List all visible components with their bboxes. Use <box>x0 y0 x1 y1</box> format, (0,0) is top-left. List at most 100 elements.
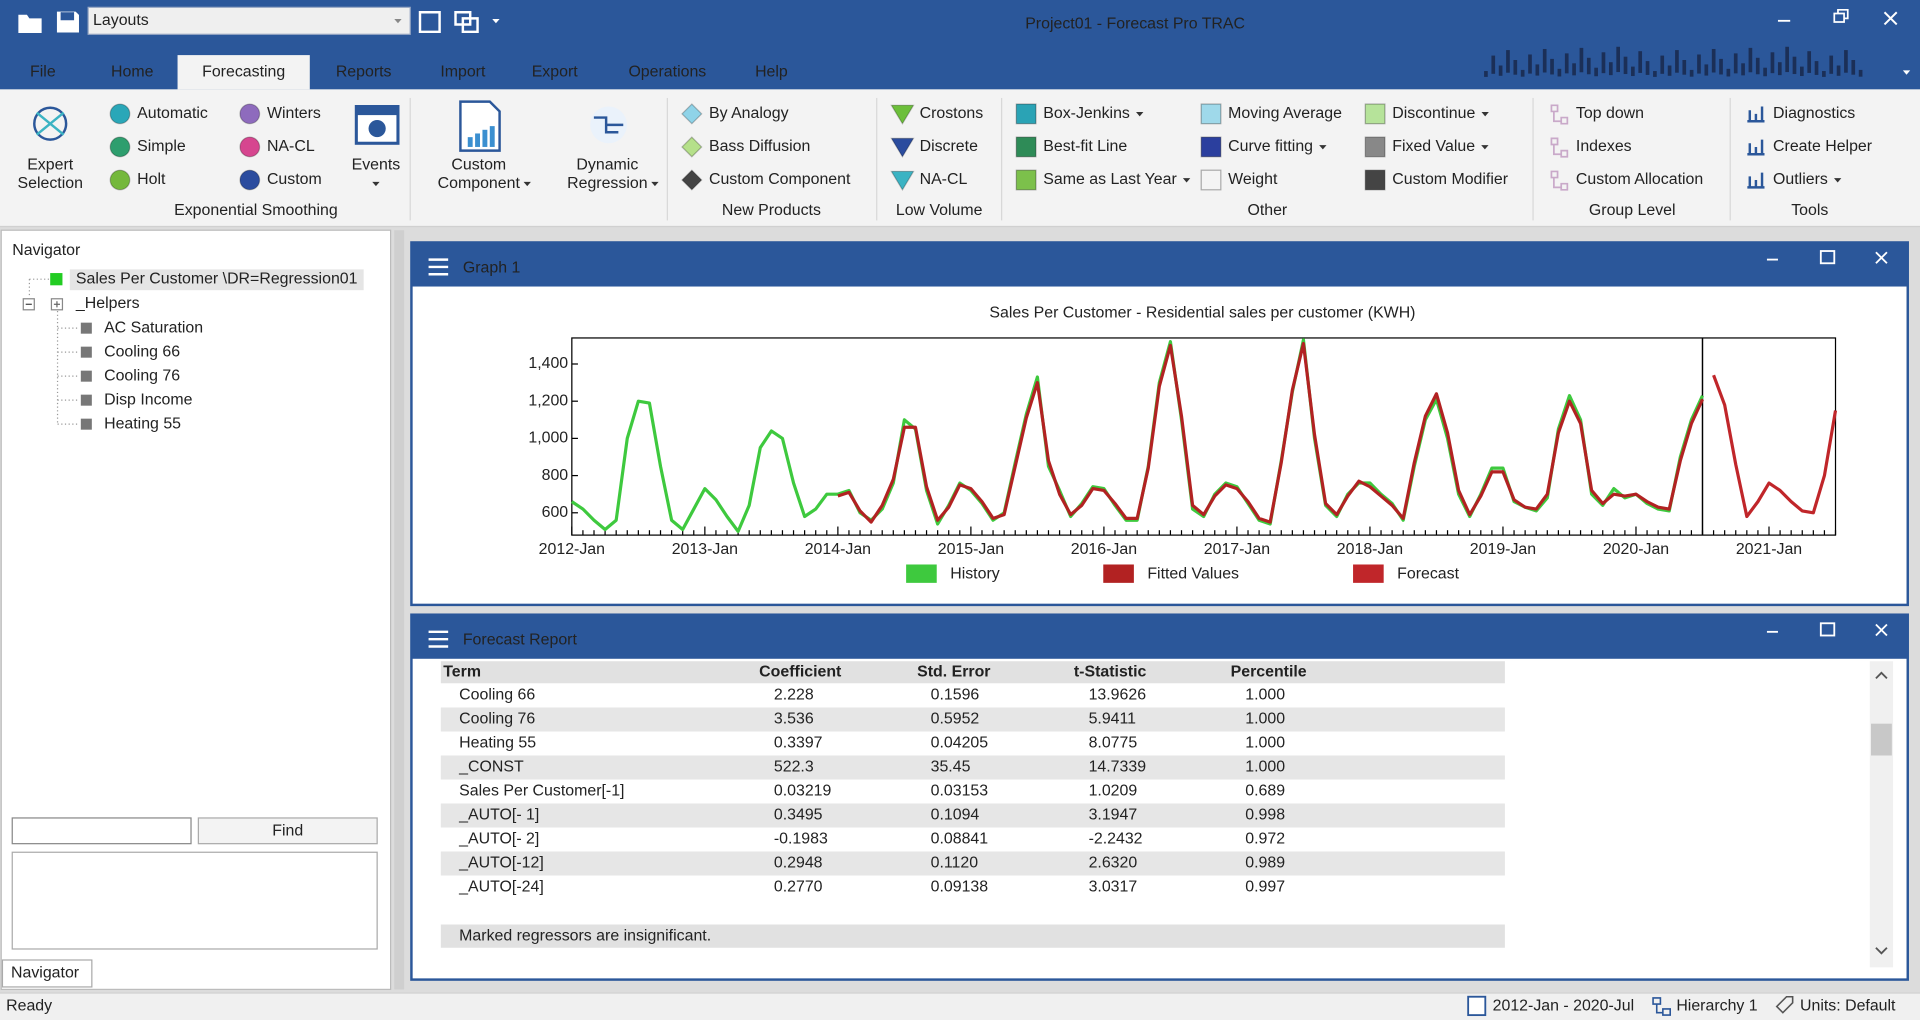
item-icon <box>1364 103 1386 125</box>
ribbon-item[interactable]: Weight <box>1228 171 1278 188</box>
regression-icon <box>593 116 624 134</box>
x-tick-label: 2019-Jan <box>1470 541 1536 558</box>
table-cell: Cooling 76 <box>459 711 535 728</box>
ribbon-item[interactable]: Create Helper <box>1773 138 1873 155</box>
scroll-up[interactable] <box>1875 671 1888 680</box>
open-icon[interactable] <box>18 14 42 34</box>
ribbon-item[interactable]: Winters <box>267 105 321 122</box>
ribbon-item[interactable]: Same as Last Year <box>1043 171 1177 188</box>
database-icon[interactable] <box>418 11 441 34</box>
ribbon-button[interactable]: Regression <box>567 175 647 192</box>
menu-item[interactable]: Operations <box>628 63 706 80</box>
table-header-cell: Term <box>443 663 481 680</box>
table-cell: 0.04205 <box>931 735 989 752</box>
table-cell: 0.03153 <box>931 783 989 800</box>
ribbon-item[interactable]: Custom Component <box>709 171 851 188</box>
legend-label: Fitted Values <box>1147 565 1239 582</box>
tree-item[interactable]: AC Saturation <box>104 319 203 336</box>
legend-label: History <box>950 565 1000 582</box>
ribbon-item[interactable]: Automatic <box>137 105 208 122</box>
table-cell: _AUTO[-24] <box>458 879 544 896</box>
ribbon-item[interactable]: Custom <box>267 171 322 188</box>
item-icon <box>890 137 915 158</box>
ribbon-item[interactable]: Outliers <box>1773 171 1828 188</box>
scrollbar-thumb[interactable] <box>1871 723 1892 756</box>
ribbon-item[interactable]: By Analogy <box>709 105 789 122</box>
save-icon[interactable] <box>55 10 81 34</box>
ribbon-button[interactable]: Custom <box>451 157 506 174</box>
ribbon-item[interactable]: Holt <box>137 171 166 188</box>
ribbon-item[interactable]: Top down <box>1576 105 1644 122</box>
tree-item[interactable]: Heating 55 <box>104 415 181 432</box>
ribbon-item[interactable]: Indexes <box>1576 138 1632 155</box>
navigator-tab-label[interactable]: Navigator <box>11 965 80 982</box>
ribbon-item[interactable]: NA-CL <box>920 171 968 188</box>
menu-item[interactable]: Import <box>440 63 486 80</box>
window-close[interactable] <box>1875 623 1888 637</box>
scroll-down[interactable] <box>1875 947 1888 955</box>
decor-bar <box>1506 50 1510 73</box>
menu-item[interactable]: Forecasting <box>202 63 285 80</box>
ribbon-item[interactable]: Curve fitting <box>1228 138 1313 155</box>
ribbon-item[interactable]: Discrete <box>920 138 978 155</box>
menu-item[interactable]: Help <box>755 63 788 80</box>
tree-item[interactable]: Disp Income <box>104 391 193 408</box>
table-cell: Heating 55 <box>459 735 536 752</box>
tree-selection <box>69 269 364 291</box>
item-icon <box>1200 103 1222 125</box>
item-icon <box>109 136 131 158</box>
menu-item[interactable]: File <box>30 63 56 80</box>
dropdown-arrow <box>1833 178 1842 183</box>
restore[interactable] <box>1833 8 1849 23</box>
menu-item[interactable]: Home <box>111 63 154 80</box>
ribbon-item[interactable]: Bass Diffusion <box>709 138 810 155</box>
ribbon-button[interactable]: Selection <box>17 175 82 192</box>
ribbon-item[interactable]: Custom Modifier <box>1392 171 1508 188</box>
ribbon-item[interactable]: Crostons <box>920 105 984 122</box>
tree-node-icon <box>80 322 92 334</box>
navigator-tab[interactable] <box>1 959 93 988</box>
decor-bar <box>1800 66 1804 77</box>
decor-bar <box>1770 52 1775 74</box>
item-icon <box>1747 139 1765 156</box>
tree-item[interactable]: Cooling 76 <box>104 367 180 384</box>
ribbon-item[interactable]: Best-fit Line <box>1043 138 1127 155</box>
tree-node-icon <box>80 370 92 382</box>
ribbon-button[interactable]: Dynamic <box>576 157 638 174</box>
item-icon <box>681 169 703 191</box>
ribbon-item[interactable]: Moving Average <box>1228 105 1342 122</box>
ribbon-item[interactable]: NA-CL <box>267 138 315 155</box>
close[interactable] <box>1883 11 1898 26</box>
tree-item[interactable]: Cooling 66 <box>104 343 180 360</box>
window-maximize[interactable] <box>1819 622 1836 637</box>
table-cell: -0.1983 <box>774 831 828 848</box>
ribbon-button[interactable]: Events <box>352 157 401 174</box>
ribbon-item[interactable]: Simple <box>137 138 186 155</box>
decor-bar <box>1550 58 1554 75</box>
ribbon-button[interactable]: Expert <box>27 157 74 174</box>
tree-item[interactable]: _Helpers <box>75 295 140 312</box>
windows-icon[interactable] <box>454 11 479 34</box>
ribbon-item[interactable]: Discontinue <box>1392 105 1475 122</box>
ribbon-item[interactable]: Box-Jenkins <box>1043 105 1130 122</box>
menu-item[interactable]: Export <box>532 63 579 80</box>
decor-bar <box>1704 64 1709 76</box>
menu-item[interactable]: Reports <box>336 63 392 80</box>
x-tick-label: 2017-Jan <box>1204 541 1270 558</box>
window-title: Forecast Report <box>463 632 578 649</box>
window-close[interactable] <box>1875 251 1888 264</box>
find-button-label[interactable]: Find <box>272 823 303 840</box>
tree-item[interactable]: Sales Per Customer \DR=Regression01 <box>76 270 358 287</box>
scrollbar <box>1869 661 1894 968</box>
find-button[interactable] <box>197 817 378 845</box>
ribbon-item[interactable]: Diagnostics <box>1773 105 1855 122</box>
layouts-placeholder: Layouts <box>93 12 149 29</box>
table-cell: 0.5952 <box>931 711 980 728</box>
window-maximize[interactable] <box>1819 250 1836 265</box>
find-input[interactable] <box>11 817 192 845</box>
ribbon-item[interactable]: Fixed Value <box>1392 138 1475 155</box>
ribbon-button[interactable]: Component <box>438 175 521 192</box>
ribbon-item[interactable]: Custom Allocation <box>1576 171 1703 188</box>
